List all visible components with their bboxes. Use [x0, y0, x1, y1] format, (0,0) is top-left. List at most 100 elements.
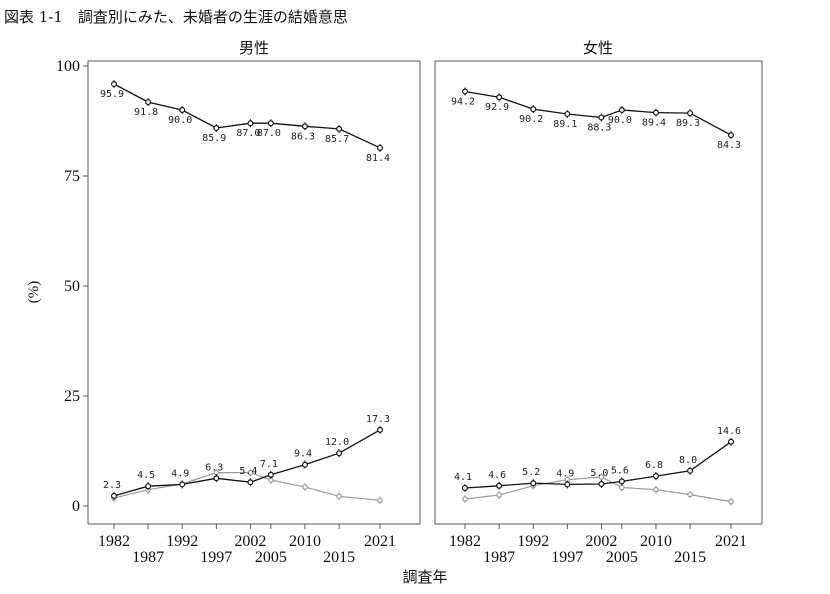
- data-point: [652, 109, 659, 116]
- data-point: [377, 497, 383, 504]
- data-point: [247, 120, 254, 127]
- data-label: 5.2: [522, 467, 540, 478]
- data-point: [462, 484, 469, 491]
- data-label: 8.0: [679, 455, 697, 466]
- x-tick-label: 2015: [323, 549, 355, 566]
- data-point: [377, 426, 384, 433]
- data-point: [564, 110, 571, 117]
- x-tick-label: 2005: [255, 549, 287, 566]
- x-tick-label: 2015: [674, 549, 706, 566]
- data-point: [179, 106, 186, 113]
- data-point: [619, 484, 625, 491]
- data-point: [496, 492, 502, 498]
- data-label: 2.3: [103, 480, 121, 491]
- data-point: [727, 132, 734, 139]
- data-label: 6.3: [205, 462, 223, 473]
- data-label: 5.0: [590, 468, 608, 479]
- data-label: 87.0: [257, 128, 281, 139]
- data-label: 88.3: [587, 122, 611, 133]
- x-tick-label: 1982: [98, 533, 130, 550]
- data-label: 84.3: [717, 140, 741, 151]
- data-point: [145, 99, 152, 106]
- data-point: [728, 498, 734, 505]
- data-label: 89.1: [553, 119, 577, 130]
- y-tick-label: 50: [64, 278, 80, 295]
- data-label: 9.4: [294, 449, 312, 460]
- data-point: [301, 461, 308, 468]
- data-point: [598, 481, 605, 488]
- data-label: 89.3: [676, 118, 700, 129]
- data-point: [336, 493, 342, 500]
- data-label: 4.9: [556, 468, 574, 479]
- data-label: 95.9: [100, 89, 124, 100]
- data-point: [496, 94, 503, 101]
- data-point: [336, 450, 343, 457]
- data-point: [110, 81, 117, 88]
- data-point: [213, 125, 220, 132]
- data-point: [377, 144, 384, 151]
- data-label: 90.2: [519, 114, 543, 125]
- data-point: [247, 469, 254, 476]
- data-label: 17.3: [366, 414, 390, 425]
- x-tick-label: 2021: [364, 533, 396, 550]
- data-label: 94.2: [451, 97, 475, 108]
- data-label: 4.1: [454, 472, 472, 483]
- panel-frame-male: [87, 60, 421, 525]
- panel-title-male: 男性: [239, 39, 269, 57]
- panel-male: 1982 1992 2002 2010 2021 1987 1997 2005 2015 95.9…: [98, 80, 396, 566]
- data-label: 4.6: [488, 470, 506, 481]
- data-point: [687, 491, 693, 498]
- data-point: [530, 480, 537, 487]
- y-axis: 0 25 50 75 100: [56, 58, 88, 515]
- x-tick-label: 2002: [234, 533, 266, 550]
- data-label: 92.9: [485, 102, 509, 113]
- data-point: [247, 479, 254, 486]
- data-label: 4.9: [171, 468, 189, 479]
- data-point: [530, 106, 537, 113]
- data-point: [336, 125, 343, 132]
- data-point: [598, 114, 605, 121]
- data-label: 91.8: [134, 107, 158, 118]
- x-tick-label: 1997: [551, 549, 583, 566]
- data-label: 87.0: [236, 128, 260, 139]
- data-point: [179, 481, 186, 488]
- x-tick-label: 1982: [449, 533, 481, 550]
- figure-title: 図表 1-1 調査別にみた、未婚者の生涯の結婚意思: [4, 8, 348, 26]
- data-label: 90.0: [608, 115, 632, 126]
- data-point: [687, 110, 694, 117]
- data-point: [598, 474, 605, 480]
- x-tick-label: 2005: [606, 549, 638, 566]
- data-label: 14.6: [717, 426, 741, 437]
- data-point: [145, 483, 152, 490]
- data-point: [618, 106, 625, 113]
- data-label: 12.0: [325, 437, 349, 448]
- data-point: [462, 88, 469, 95]
- data-point: [727, 438, 734, 445]
- x-tick-label: 2010: [640, 533, 672, 550]
- y-tick-label: 100: [56, 58, 80, 75]
- x-tick-label: 1992: [166, 533, 198, 550]
- x-tick-label: 1997: [200, 549, 232, 566]
- y-tick-label: 75: [64, 168, 80, 185]
- data-point: [213, 475, 220, 482]
- x-axis-label: 調査年: [402, 568, 447, 586]
- data-label: 5.6: [611, 465, 629, 476]
- x-tick-label: 1987: [483, 549, 515, 566]
- data-label: 89.4: [642, 118, 666, 129]
- data-point: [462, 496, 468, 502]
- x-tick-label: 2021: [715, 533, 747, 550]
- panel-title-female: 女性: [583, 39, 613, 57]
- data-point: [564, 481, 571, 488]
- data-label: 4.5: [137, 470, 155, 481]
- data-point: [652, 473, 659, 480]
- data-label: 7.1: [260, 459, 278, 470]
- panel-female: 1982 1992 2002 2010 2021 1987 1997 2005 2015 94.2…: [449, 87, 747, 566]
- y-tick-label: 25: [64, 388, 80, 405]
- data-label: 86.3: [291, 131, 315, 142]
- data-point: [687, 467, 694, 474]
- panel-frame-female: [434, 60, 763, 525]
- x-tick-label: 2002: [585, 533, 617, 550]
- data-label: 81.4: [366, 153, 390, 164]
- data-point: [302, 484, 308, 490]
